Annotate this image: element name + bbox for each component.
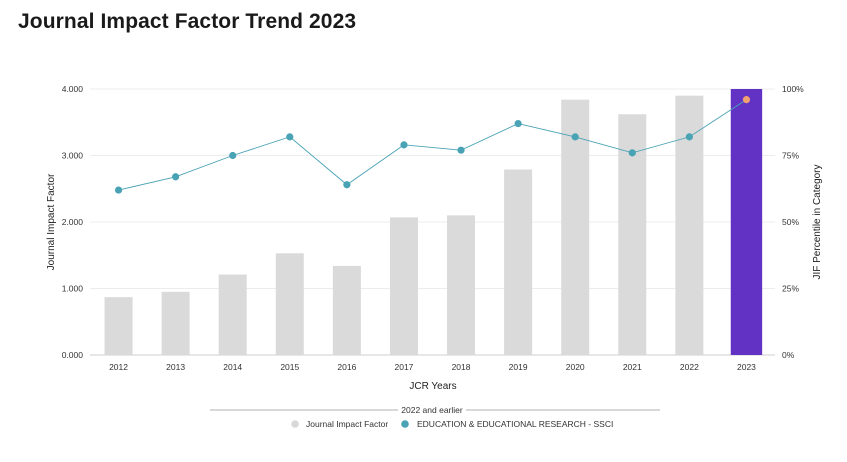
- y-tick-label-left: 4.000: [62, 84, 84, 94]
- bar-2015[interactable]: [275, 253, 304, 355]
- y-tick-label-left: 2.000: [62, 217, 84, 227]
- x-axis-title: JCR Years: [409, 381, 456, 392]
- legend-label-percentile: EDUCATION & EDUCATIONAL RESEARCH - SSCI: [417, 419, 613, 429]
- y-tick-label-right: 50%: [782, 217, 799, 227]
- y-tick-label-left: 3.000: [62, 151, 84, 161]
- percentile-point-2018[interactable]: [457, 146, 465, 154]
- bar-2019[interactable]: [504, 169, 533, 355]
- legend-title: 2022 and earlier: [401, 405, 463, 415]
- x-tick-label: 2021: [623, 362, 642, 372]
- percentile-point-2016[interactable]: [343, 181, 351, 189]
- percentile-point-2017[interactable]: [400, 141, 408, 149]
- bar-2016[interactable]: [332, 265, 361, 355]
- x-tick-label: 2015: [280, 362, 299, 372]
- percentile-line: [118, 99, 747, 191]
- percentile-point-2019[interactable]: [514, 119, 522, 128]
- chart-title: Journal Impact Factor Trend 2023: [18, 10, 357, 33]
- percentile-point-2013[interactable]: [172, 173, 180, 181]
- percentile-line-series: [114, 96, 751, 194]
- bar-2018[interactable]: [447, 215, 476, 355]
- axes: 0.000 1.000 2.000 3.000 4.000 0% 25% 50% 75% 100%…: [62, 84, 804, 372]
- percentile-point-2014[interactable]: [229, 151, 237, 160]
- x-tick-label: 2018: [452, 362, 471, 372]
- bar-2020[interactable]: [561, 99, 590, 355]
- percentile-point-2015[interactable]: [286, 133, 294, 141]
- y-tick-label-left: 0.000: [62, 350, 84, 360]
- x-tick-label: 2020: [566, 362, 585, 372]
- legend-swatch-percentile: [401, 420, 409, 428]
- percentile-point-2021[interactable]: [628, 149, 636, 157]
- percentile-point-2022[interactable]: [685, 133, 693, 141]
- percentile-point-2012[interactable]: [114, 186, 123, 194]
- x-tick-label: 2014: [223, 362, 242, 372]
- percentile-point-2020[interactable]: [571, 133, 579, 141]
- x-tick-label: 2012: [109, 362, 128, 372]
- x-tick-label: 2023: [737, 362, 756, 372]
- y-tick-label-left: 1.000: [62, 284, 84, 294]
- percentile-point-2023[interactable]: [742, 96, 751, 104]
- y-axis-title-left: Journal Impact Factor: [46, 173, 57, 270]
- legend-label-jif: Journal Impact Factor: [306, 419, 388, 429]
- y-tick-label-right: 25%: [782, 284, 799, 294]
- x-tick-label: 2017: [394, 362, 413, 372]
- y-axis-title-right: JIF Percentile in Category: [812, 164, 823, 279]
- bar-2023[interactable]: [730, 89, 763, 355]
- bar-2012[interactable]: [104, 297, 133, 355]
- x-tick-label: 2016: [337, 362, 356, 372]
- y-tick-label-right: 75%: [782, 151, 799, 161]
- bar-2017[interactable]: [389, 217, 418, 355]
- y-tick-label-right: 0%: [782, 350, 795, 360]
- x-tick-label: 2022: [680, 362, 699, 372]
- bar-2014[interactable]: [218, 274, 247, 355]
- x-tick-label: 2013: [166, 362, 185, 372]
- bar-2013[interactable]: [161, 291, 190, 355]
- grid-lines: [90, 88, 775, 356]
- legend-swatch-jif: [291, 420, 299, 428]
- y-tick-label-right: 100%: [782, 84, 804, 94]
- legend: 2022 and earlier Journal Impact Factor E…: [210, 405, 660, 429]
- x-tick-label: 2019: [509, 362, 528, 372]
